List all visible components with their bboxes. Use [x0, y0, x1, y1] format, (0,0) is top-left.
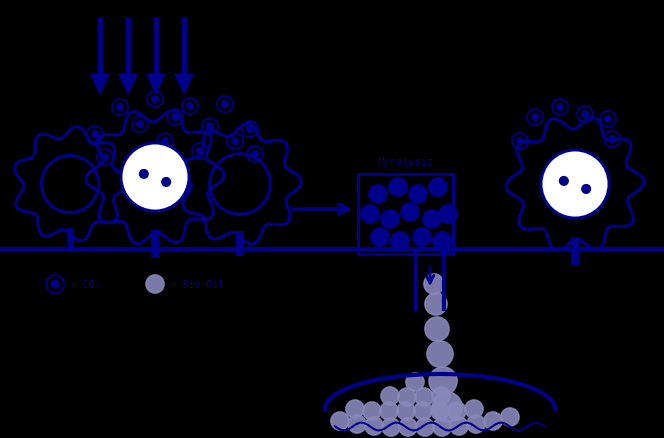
Circle shape: [365, 417, 383, 435]
Circle shape: [423, 211, 441, 229]
Text: Pyrolysis: Pyrolysis: [377, 157, 434, 166]
Circle shape: [433, 418, 451, 436]
Circle shape: [432, 392, 462, 422]
Circle shape: [398, 388, 416, 406]
Circle shape: [532, 114, 539, 121]
Circle shape: [424, 274, 444, 294]
Circle shape: [391, 233, 409, 251]
Circle shape: [556, 104, 563, 111]
Circle shape: [207, 124, 213, 130]
Circle shape: [416, 418, 434, 436]
Circle shape: [389, 179, 407, 197]
Circle shape: [381, 211, 399, 229]
Circle shape: [139, 170, 148, 179]
Circle shape: [331, 412, 349, 430]
Bar: [358, 175, 453, 254]
Circle shape: [413, 229, 431, 247]
Circle shape: [381, 387, 399, 405]
Circle shape: [232, 138, 238, 145]
Circle shape: [429, 179, 447, 197]
Circle shape: [380, 402, 398, 420]
Circle shape: [450, 417, 468, 435]
Circle shape: [425, 293, 447, 315]
Circle shape: [432, 387, 450, 405]
Circle shape: [382, 418, 400, 436]
Circle shape: [369, 186, 387, 204]
Bar: [236, 231, 244, 256]
Circle shape: [605, 117, 612, 123]
Circle shape: [137, 121, 143, 128]
Circle shape: [346, 400, 364, 418]
Circle shape: [363, 402, 381, 420]
Circle shape: [397, 402, 415, 420]
Circle shape: [406, 373, 424, 391]
Circle shape: [187, 103, 193, 110]
Circle shape: [501, 408, 519, 426]
Circle shape: [433, 233, 451, 251]
Circle shape: [582, 185, 590, 194]
Circle shape: [427, 341, 453, 367]
Polygon shape: [119, 75, 137, 95]
Circle shape: [252, 151, 258, 158]
Polygon shape: [91, 75, 109, 95]
Circle shape: [401, 204, 419, 222]
Bar: [151, 230, 159, 258]
Circle shape: [429, 367, 457, 395]
Bar: [66, 229, 74, 252]
Circle shape: [415, 388, 433, 406]
Circle shape: [399, 418, 417, 436]
Polygon shape: [175, 75, 193, 95]
Circle shape: [361, 205, 379, 223]
Circle shape: [560, 177, 568, 186]
Text: = Bio-Oil: = Bio-Oil: [171, 279, 224, 290]
Circle shape: [197, 148, 203, 155]
Circle shape: [121, 144, 189, 212]
Circle shape: [222, 102, 228, 108]
Circle shape: [162, 178, 171, 187]
Bar: [571, 237, 579, 265]
Circle shape: [517, 138, 523, 145]
Circle shape: [371, 229, 389, 247]
Circle shape: [51, 281, 59, 288]
Circle shape: [409, 186, 427, 204]
Circle shape: [102, 154, 108, 161]
Polygon shape: [147, 75, 165, 95]
Circle shape: [348, 415, 366, 433]
Text: = CO₂: = CO₂: [71, 279, 100, 290]
Circle shape: [465, 400, 483, 418]
Circle shape: [467, 415, 485, 433]
Circle shape: [425, 317, 449, 341]
Circle shape: [171, 114, 179, 121]
Circle shape: [439, 244, 449, 254]
Circle shape: [117, 104, 124, 111]
Circle shape: [609, 136, 616, 143]
Circle shape: [439, 205, 457, 223]
Circle shape: [448, 402, 466, 420]
Circle shape: [541, 151, 609, 219]
Circle shape: [92, 131, 98, 138]
Circle shape: [146, 276, 164, 293]
Circle shape: [161, 138, 169, 145]
Circle shape: [431, 402, 449, 420]
Circle shape: [246, 126, 254, 133]
Circle shape: [582, 111, 588, 118]
Circle shape: [484, 412, 502, 430]
Circle shape: [151, 96, 158, 103]
Circle shape: [414, 402, 432, 420]
